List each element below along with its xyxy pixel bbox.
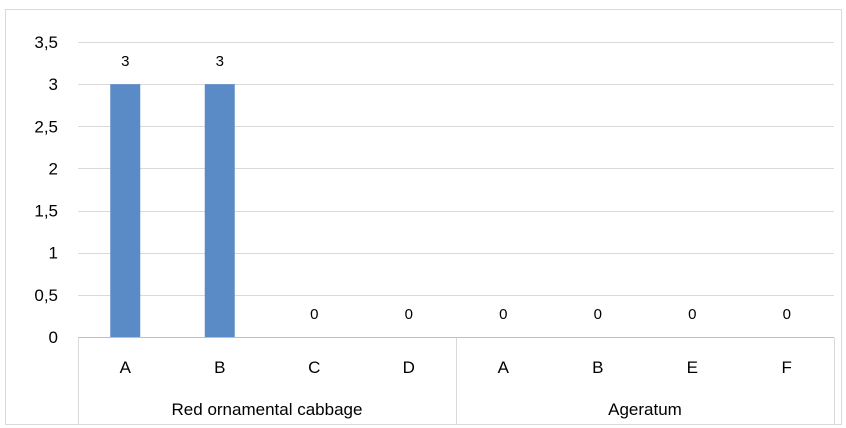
y-tick-label: 0,5: [34, 286, 58, 305]
x-category-label: B: [214, 358, 225, 377]
data-label: 3: [121, 53, 129, 70]
gridlines: [78, 42, 834, 296]
data-label: 0: [688, 306, 696, 323]
chart-frame: [5, 9, 842, 425]
data-label: 0: [783, 306, 791, 323]
data-label: 0: [594, 306, 602, 323]
y-tick-label: 1: [49, 244, 58, 263]
x-category-label: E: [687, 358, 698, 377]
x-category-label: A: [120, 358, 132, 377]
x-category-label: B: [592, 358, 603, 377]
x-category-label: A: [498, 358, 510, 377]
bar: [110, 84, 141, 338]
x-axis-group-labels: Red ornamental cabbage Ageratum: [172, 400, 682, 419]
x-category-label: F: [782, 358, 792, 377]
data-label: 3: [216, 53, 224, 70]
data-label: 0: [310, 306, 318, 323]
y-axis-tick-labels: 0 0,5 1 1,5 2 2,5 3 3,5: [34, 33, 58, 347]
y-tick-label: 0: [49, 328, 58, 347]
x-category-label: D: [403, 358, 415, 377]
x-category-label: C: [308, 358, 320, 377]
x-group-label: Red ornamental cabbage: [172, 400, 363, 419]
axes: [78, 337, 835, 424]
y-tick-label: 3: [49, 75, 58, 94]
x-group-label: Ageratum: [608, 400, 682, 419]
bars: [110, 84, 235, 338]
y-tick-label: 2,5: [34, 117, 58, 136]
y-tick-label: 1,5: [34, 202, 58, 221]
y-tick-label: 3,5: [34, 33, 58, 52]
data-label: 0: [499, 306, 507, 323]
y-tick-label: 2: [49, 159, 58, 178]
data-labels: 3 3 0 0 0 0 0 0: [121, 53, 791, 323]
data-label: 0: [405, 306, 413, 323]
bar: [204, 84, 235, 338]
